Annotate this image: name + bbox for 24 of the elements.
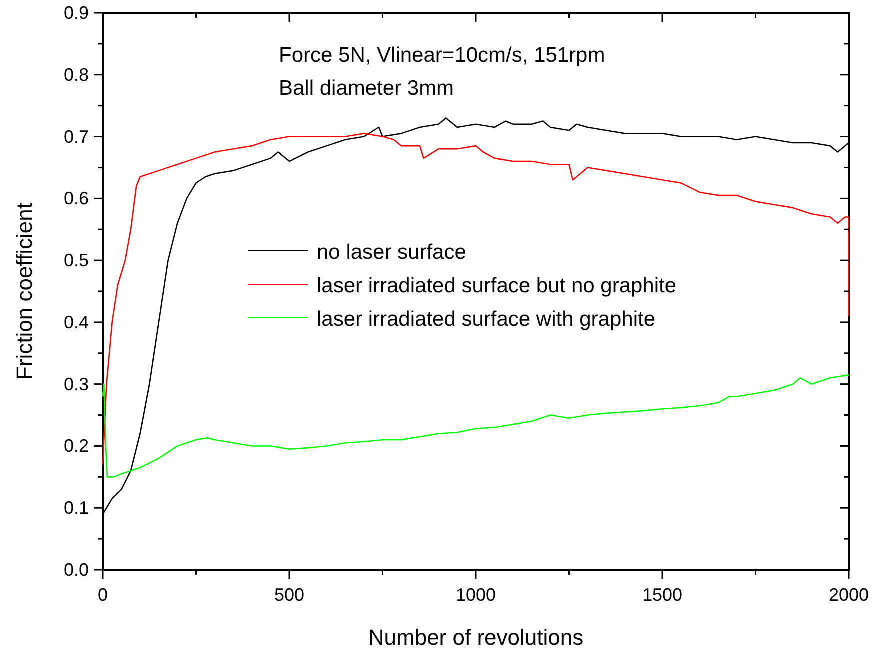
x-axis-title: Number of revolutions: [368, 625, 584, 650]
annotation: Force 5N, Vlinear=10cm/s, 151rpm: [279, 44, 606, 67]
y-axis-title: Friction coefficient: [12, 203, 37, 380]
annotation: Ball diameter 3mm: [279, 77, 454, 100]
line-series: [102, 374, 850, 478]
x-tick-label: 1500: [642, 585, 683, 605]
y-tick-label: 0.1: [64, 498, 89, 518]
y-tick-label: 0.5: [64, 250, 89, 271]
x-tick-label: 500: [274, 585, 305, 605]
y-tick-label: 0.2: [64, 436, 89, 456]
y-tick-label: 0.3: [64, 374, 89, 394]
y-tick-label: 0.9: [64, 3, 89, 23]
y-tick-label: 0.4: [64, 312, 89, 332]
y-tick-label: 0.7: [64, 126, 89, 147]
legend-label: no laser surface: [317, 241, 466, 264]
y-tick-label: 0.6: [64, 188, 89, 209]
x-tick-label: 2000: [828, 585, 870, 605]
legend-label: laser irradiated surface but no graphite: [317, 274, 677, 298]
y-tick-label: 0.0: [64, 560, 89, 580]
legend-label: laser irradiated surface with graphite: [317, 308, 656, 331]
line-series: [102, 133, 850, 466]
y-tick-label: 0.8: [64, 64, 89, 85]
x-tick-label: 0: [98, 585, 108, 605]
x-tick-label: 1000: [456, 585, 496, 605]
